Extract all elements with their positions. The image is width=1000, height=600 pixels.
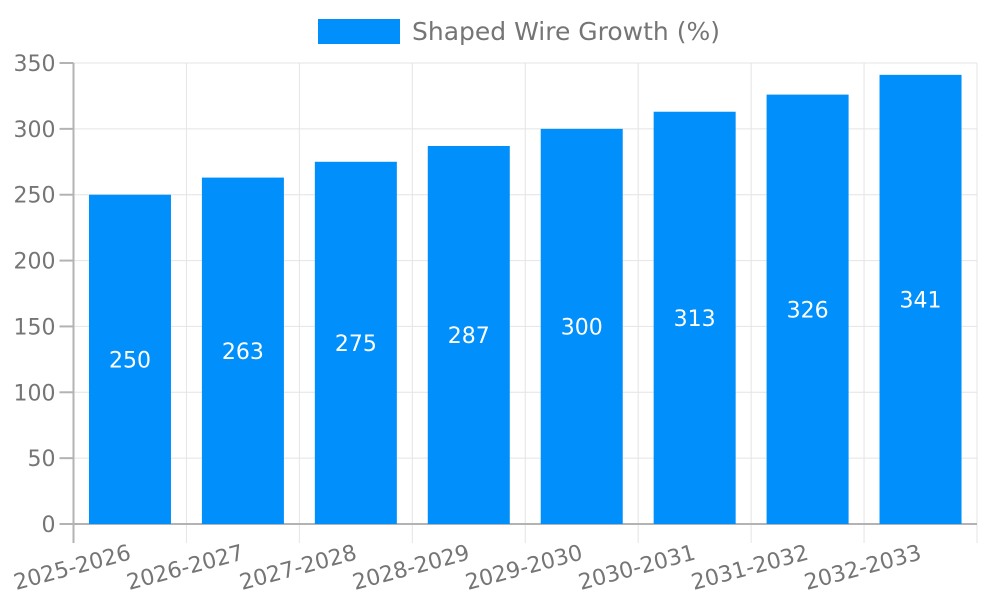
y-axis-tick-label: 0	[42, 513, 56, 538]
bar[interactable]	[314, 161, 397, 525]
bar-value-label: 313	[674, 307, 716, 332]
bar-value-label: 326	[787, 298, 829, 323]
bar-value-label: 341	[900, 288, 942, 313]
y-axis-tick-label: 300	[14, 118, 56, 143]
x-axis-tick-label: 2031-2032	[689, 541, 811, 596]
legend-label: Shaped Wire Growth (%)	[412, 17, 720, 46]
x-axis-tick-label: 2027-2028	[237, 541, 359, 596]
bar[interactable]	[540, 128, 623, 524]
bar-value-label: 287	[448, 324, 490, 349]
bar-value-label: 275	[335, 332, 377, 357]
bar-value-label: 263	[222, 340, 264, 365]
bar-value-label: 250	[109, 348, 151, 373]
y-axis-tick-label: 350	[14, 52, 56, 77]
x-axis-tick-label: 2032-2033	[802, 541, 924, 596]
bar-value-label: 300	[561, 315, 603, 340]
x-axis-tick-label: 2028-2029	[350, 541, 472, 596]
legend-item[interactable]: Shaped Wire Growth (%)	[318, 17, 720, 46]
y-axis-tick-label: 250	[14, 184, 56, 209]
x-axis-tick-label: 2030-2031	[576, 541, 698, 596]
bar[interactable]	[88, 194, 171, 524]
x-axis-tick-label: 2029-2030	[463, 541, 585, 596]
bar[interactable]	[653, 111, 736, 524]
x-axis-tick-label: 2025-2026	[11, 541, 133, 596]
bar[interactable]	[879, 74, 962, 525]
y-axis-tick-label: 200	[14, 250, 56, 275]
legend-swatch-icon	[318, 19, 400, 44]
y-axis-tick-label: 100	[14, 381, 56, 406]
y-axis-tick-label: 150	[14, 315, 56, 340]
x-axis-tick-label: 2026-2027	[124, 541, 246, 596]
bar[interactable]	[427, 145, 510, 525]
y-axis-tick-label: 50	[28, 447, 56, 472]
bar[interactable]	[766, 94, 849, 525]
bar[interactable]	[201, 177, 284, 524]
